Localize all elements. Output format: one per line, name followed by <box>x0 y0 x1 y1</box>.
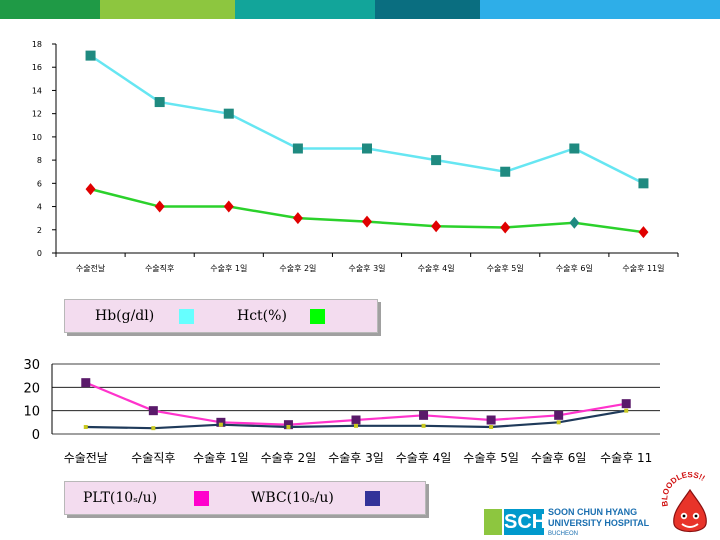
legend-wbc-swatch <box>365 491 380 506</box>
data-point <box>81 378 91 388</box>
data-point <box>624 408 629 413</box>
x-tick-label: 수술후 2일 <box>279 263 316 273</box>
data-point <box>556 420 561 425</box>
header-color-bar <box>0 0 720 19</box>
data-point <box>283 420 293 430</box>
x-tick-label: 수술후 4일 <box>396 451 452 465</box>
logo-mark: SCH <box>504 509 547 535</box>
x-tick-label: 수술후 6일 <box>531 451 587 465</box>
legend-plt-label: PLT(10ₛ/u) <box>83 490 158 506</box>
y-tick-label: 10 <box>32 133 42 142</box>
data-point <box>621 399 631 409</box>
data-point <box>154 97 165 108</box>
data-point <box>85 50 96 61</box>
data-point <box>151 426 156 431</box>
x-tick-label: 수술후 11일 <box>622 263 664 273</box>
y-tick-label: 0 <box>32 428 40 443</box>
x-tick-label: 수술직후 <box>131 451 175 465</box>
y-tick-label: 16 <box>32 63 42 72</box>
header-bar-segment <box>235 0 375 19</box>
data-point <box>292 212 303 225</box>
x-tick-label: 수술후 1일 <box>193 451 249 465</box>
data-point <box>154 200 165 213</box>
x-tick-label: 수술후 4일 <box>418 263 455 273</box>
legend-hb-label: Hb(g/dl) <box>95 308 155 324</box>
data-point <box>500 166 511 177</box>
legend-wbc-label: WBC(10ₛ/u) <box>251 490 334 506</box>
data-point <box>218 422 223 427</box>
y-tick-label: 30 <box>23 358 40 373</box>
y-tick-label: 4 <box>37 203 42 212</box>
x-tick-label: 수술후 2일 <box>261 451 317 465</box>
data-point <box>431 220 442 233</box>
legend-plt-swatch <box>194 491 209 506</box>
x-tick-label: 수술직후 <box>145 263 174 273</box>
data-point <box>362 215 372 228</box>
x-tick-label: 수술후 5일 <box>463 451 519 465</box>
plt-wbc-line-chart: 0 10 20 30 수술전날 수술직후 수술후 1일 수술후 2일 수술후 3일 수술후 4일 수… <box>23 358 660 465</box>
legend-hct-swatch <box>310 309 325 324</box>
data-point <box>85 183 96 196</box>
data-point <box>431 155 442 166</box>
x-tick-label: 수술전날 <box>76 263 106 273</box>
data-point <box>286 425 291 429</box>
header-bar-segment <box>0 0 100 19</box>
data-point <box>83 425 88 429</box>
data-point <box>489 425 494 429</box>
legend-hb-swatch <box>179 309 194 324</box>
y-tick-label: 20 <box>23 381 40 396</box>
data-point <box>419 410 429 420</box>
hb-hct-line-chart: 0 2 4 6 8 10 12 14 16 18 수술전날 수술직후 수술후 1일 수술후 2일 수술후 3… <box>32 40 679 273</box>
y-tick-label: 6 <box>37 179 42 188</box>
x-tick-label: 수술후 1일 <box>210 263 247 273</box>
data-point <box>362 143 372 154</box>
data-point <box>638 178 649 189</box>
data-point <box>354 423 358 428</box>
data-point <box>500 221 511 234</box>
logo-line2: UNIVERSITY HOSPITAL <box>548 518 650 528</box>
y-tick-label: 14 <box>32 86 42 95</box>
x-tick-label: 수술후 5일 <box>487 263 524 273</box>
x-tick-label: 수술후 3일 <box>348 263 385 273</box>
chart1-legend: Hb(g/dl) Hct(%) <box>64 299 378 333</box>
logo-block <box>484 509 502 535</box>
header-bar-segment <box>100 0 235 19</box>
data-point <box>554 410 564 420</box>
logo-line1: SOON CHUN HYANG <box>548 507 638 517</box>
data-point <box>569 216 580 229</box>
data-point <box>421 423 426 428</box>
y-tick-label: 18 <box>32 40 42 49</box>
data-point <box>292 143 303 154</box>
x-tick-label: 수술후 6일 <box>556 263 593 273</box>
data-point <box>569 143 580 154</box>
y-tick-label: 10 <box>23 405 40 420</box>
x-tick-label: 수술후 11 <box>600 451 652 465</box>
legend-hct-label: Hct(%) <box>237 308 287 324</box>
data-point <box>223 108 234 119</box>
y-tick-label: 0 <box>37 249 42 258</box>
data-point <box>638 226 649 239</box>
hospital-logo: SCH SOON CHUN HYANG UNIVERSITY HOSPITAL … <box>484 505 660 537</box>
data-point <box>216 417 226 427</box>
logo-line3: BUCHEON <box>548 531 579 537</box>
x-tick-label: 수술후 3일 <box>328 451 384 465</box>
y-tick-label: 8 <box>37 156 42 165</box>
data-point <box>486 415 496 425</box>
data-point <box>223 200 234 213</box>
header-bar-segment <box>375 0 480 19</box>
logo-text: SOON CHUN HYANG UNIVERSITY HOSPITAL BUCH… <box>548 507 649 540</box>
header-bar-segment <box>480 0 720 19</box>
chart2-legend: PLT(10ₛ/u) WBC(10ₛ/u) <box>64 481 426 515</box>
x-tick-label: 수술전날 <box>64 451 108 465</box>
data-point <box>148 406 158 416</box>
y-tick-label: 2 <box>37 226 42 235</box>
data-point <box>351 415 361 425</box>
y-tick-label: 12 <box>32 110 42 119</box>
blood-drop-mascot-icon: BLOODLESS!! <box>660 472 707 533</box>
